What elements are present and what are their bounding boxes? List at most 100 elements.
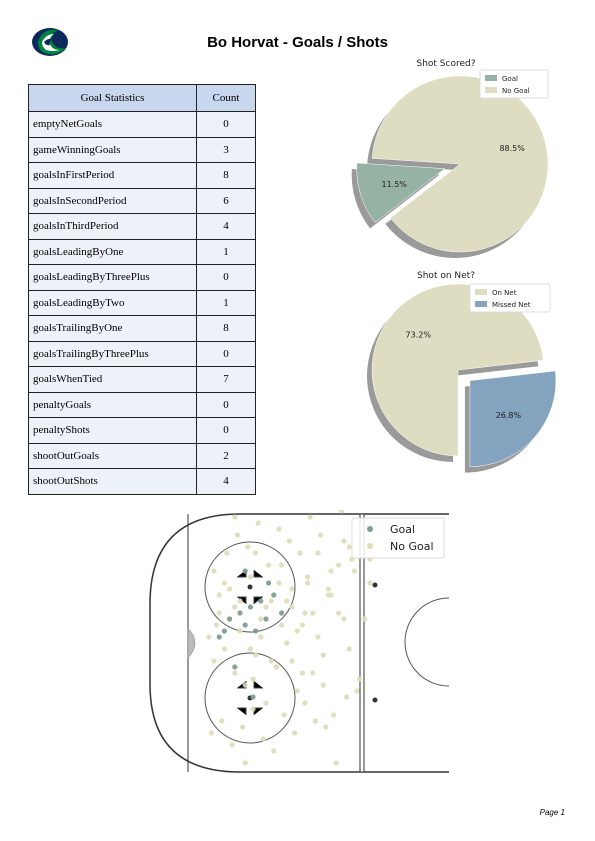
no-goal-point xyxy=(245,544,251,550)
stat-name: emptyNetGoals xyxy=(28,111,197,138)
no-goal-point xyxy=(305,574,311,580)
stat-name: goalsInSecondPeriod xyxy=(28,187,197,214)
no-goal-point xyxy=(331,712,337,718)
stat-count: 8 xyxy=(196,162,256,189)
faceoff-circle-bottom xyxy=(204,652,296,744)
no-goal-point xyxy=(357,676,363,682)
goal-point xyxy=(232,664,238,670)
no-goal-point xyxy=(286,538,292,544)
stat-name: goalsWhenTied xyxy=(28,366,197,393)
page-number: Page 1 xyxy=(539,808,565,817)
no-goal-point xyxy=(232,604,238,610)
no-goal-point xyxy=(221,580,227,586)
no-goal-point xyxy=(276,526,282,532)
stat-name: goalsLeadingByThreePlus xyxy=(28,264,197,291)
stat-count: 6 xyxy=(196,187,256,214)
stat-count: 2 xyxy=(196,442,256,469)
legend-marker xyxy=(367,526,373,532)
stat-name: penaltyGoals xyxy=(28,391,197,418)
no-goal-point xyxy=(367,580,373,586)
table-row: penaltyShots 0 xyxy=(28,417,256,444)
scatter-legend: Goal No Goal xyxy=(351,517,445,559)
table-row: penaltyGoals 0 xyxy=(28,391,256,418)
legend-swatch xyxy=(475,301,487,307)
no-goal-point xyxy=(211,568,217,574)
no-goal-point xyxy=(229,742,235,748)
no-goal-point xyxy=(341,616,347,622)
no-goal-point xyxy=(305,580,311,586)
goal-point xyxy=(237,610,243,616)
no-goal-point xyxy=(253,652,259,658)
stat-count: 4 xyxy=(196,213,256,240)
no-goal-point xyxy=(263,604,269,610)
no-goal-point xyxy=(237,628,243,634)
no-goal-point xyxy=(320,652,326,658)
table-row: goalsLeadingByOne 1 xyxy=(28,238,256,265)
no-goal-point xyxy=(227,586,233,592)
no-goal-point xyxy=(284,598,290,604)
no-goal-point xyxy=(258,634,264,640)
no-goal-point xyxy=(216,610,222,616)
table-row: emptyNetGoals 0 xyxy=(28,111,256,138)
goal-point xyxy=(266,580,272,586)
no-goal-point xyxy=(247,574,253,580)
no-goal-point xyxy=(281,712,287,718)
stat-count: 7 xyxy=(196,366,256,393)
no-goal-point xyxy=(362,616,368,622)
stat-count: 0 xyxy=(196,111,256,138)
pie2-title: Shot on Net? xyxy=(417,271,475,281)
no-goal-point xyxy=(354,688,360,694)
table-row: goalsInSecondPeriod 6 xyxy=(28,187,256,214)
pie-slice-label: 73.2% xyxy=(406,330,432,339)
legend-label: No Goal xyxy=(502,87,530,95)
pie-slice-label: 26.8% xyxy=(496,411,522,420)
no-goal-point xyxy=(346,646,352,652)
faceoff-dot xyxy=(372,582,378,588)
goal-point xyxy=(216,634,222,640)
no-goal-point xyxy=(310,610,316,616)
goal-point xyxy=(263,616,269,622)
goal-point xyxy=(271,592,277,598)
legend-label: Goal xyxy=(390,523,415,536)
no-goal-point xyxy=(315,550,321,556)
stat-name: gameWinningGoals xyxy=(28,136,197,163)
goal-point xyxy=(250,694,256,700)
no-goal-point xyxy=(346,544,352,550)
blue-line xyxy=(359,513,365,773)
no-goal-point xyxy=(276,580,282,586)
pie-slice-no-goal xyxy=(371,75,549,253)
table-row: shootOutShots 4 xyxy=(28,468,256,495)
table-row: goalsTrailingByThreePlus 0 xyxy=(28,340,256,367)
stat-count: 8 xyxy=(196,315,256,342)
table-header-row: Goal Statistics Count xyxy=(28,84,256,112)
no-goal-point xyxy=(268,658,274,664)
no-goal-point xyxy=(240,724,246,730)
pie-slice-missed-net xyxy=(469,370,557,467)
no-goal-point xyxy=(292,730,298,736)
stat-count: 1 xyxy=(196,289,256,316)
goal-point xyxy=(227,616,233,622)
no-goal-point xyxy=(273,664,279,670)
team-logo-icon xyxy=(32,28,68,56)
faceoff-dot xyxy=(247,584,253,590)
goal-point xyxy=(258,598,264,604)
no-goal-point xyxy=(208,730,214,736)
table-row: goalsInThirdPeriod 4 xyxy=(28,213,256,240)
no-goal-point xyxy=(271,748,277,754)
table-row: goalsLeadingByTwo 1 xyxy=(28,289,256,316)
no-goal-point xyxy=(211,658,217,664)
legend-label: Goal xyxy=(502,75,518,83)
goal-crease xyxy=(187,627,196,659)
table-row: gameWinningGoals 3 xyxy=(28,136,256,163)
stat-name: goalsTrailingByThreePlus xyxy=(28,340,197,367)
legend-swatch xyxy=(475,289,487,295)
stat-name: penaltyShots xyxy=(28,417,197,444)
no-goal-point xyxy=(323,724,329,730)
no-goal-point xyxy=(268,598,274,604)
goal-point xyxy=(242,568,248,574)
pie1-legend: Goal No Goal xyxy=(479,69,549,99)
no-goal-point xyxy=(289,658,295,664)
no-goal-point xyxy=(302,610,308,616)
stat-name: shootOutShots xyxy=(28,468,197,495)
goal-statistics-table: Goal Statistics Count emptyNetGoals 0 gam… xyxy=(28,84,256,495)
